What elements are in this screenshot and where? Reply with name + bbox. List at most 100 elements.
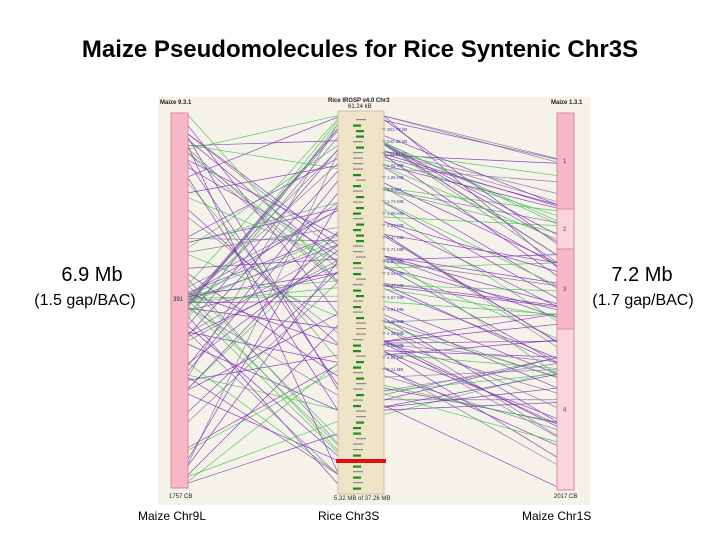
synteny-link-left <box>187 241 341 389</box>
scale-tick-label: 1.74 MB <box>387 199 404 204</box>
synteny-link-right <box>383 234 558 264</box>
synteny-link-right <box>383 370 558 415</box>
rice-gene-marker <box>356 234 364 237</box>
synteny-link-left <box>187 307 341 397</box>
rice-gene-marker <box>356 438 366 440</box>
right-bottom-label: 2017 CB <box>554 494 578 500</box>
rice-gene-marker <box>353 251 363 253</box>
synteny-link-left <box>187 146 341 326</box>
synteny-link-left <box>187 200 341 305</box>
synteny-link-left <box>187 177 341 414</box>
synteny-link-left <box>187 354 341 381</box>
synteny-link-left <box>187 190 341 372</box>
synteny-link-left <box>187 393 341 463</box>
scale-tick-label: 3.91 MB <box>387 307 404 312</box>
rice-gene-marker <box>353 284 363 286</box>
synteny-link-left <box>187 144 341 170</box>
synteny-link-left <box>187 140 341 147</box>
synteny-link-right <box>383 119 558 245</box>
synteny-link-left <box>187 377 341 476</box>
rice-gene-marker <box>356 328 366 330</box>
scale-tick-label: 301.77 kB <box>387 127 407 132</box>
synteny-link-left <box>187 305 341 455</box>
synteny-link-right <box>383 255 558 375</box>
synteny-link-left <box>187 152 341 270</box>
synteny-link-left <box>187 244 341 334</box>
synteny-link-left <box>187 161 341 301</box>
synteny-link-right <box>383 357 558 395</box>
scale-tick-label: 2.95 MB <box>387 259 404 264</box>
scale-tick-label: 3.67 MB <box>387 295 404 300</box>
synteny-link-right <box>383 115 558 268</box>
rice-gene-marker <box>353 212 361 215</box>
synteny-link-right <box>383 151 558 176</box>
rice-gene-marker <box>353 273 361 276</box>
synteny-link-right <box>383 350 558 358</box>
synteny-link-left <box>187 159 341 238</box>
synteny-link-right <box>383 120 558 160</box>
synteny-link-right <box>383 154 558 164</box>
synteny-link-right <box>383 235 558 342</box>
scale-tick-label: 2.71 MB <box>387 247 404 252</box>
synteny-link-left <box>187 127 341 306</box>
synteny-link-right <box>383 143 558 256</box>
synteny-link-left <box>187 254 341 318</box>
synteny-link-left <box>187 343 341 412</box>
synteny-link-right <box>383 313 558 323</box>
rice-gene-marker <box>353 454 361 457</box>
synteny-link-left <box>187 116 341 285</box>
rice-gene-marker <box>356 322 366 324</box>
rice-gene-marker <box>356 146 364 149</box>
synteny-link-left <box>187 280 341 295</box>
rice-gene-marker <box>353 449 363 451</box>
rice-gene-marker <box>356 179 366 181</box>
rice-gene-marker <box>353 157 363 159</box>
rice-gene-marker <box>353 471 363 473</box>
synteny-link-left <box>187 361 341 482</box>
segment-label: 4 <box>563 408 567 414</box>
rice-gene-marker <box>353 372 363 374</box>
synteny-link-left <box>187 152 341 286</box>
synteny-link-left <box>187 332 341 478</box>
rice-gene-marker <box>356 240 364 243</box>
synteny-link-right <box>383 284 558 292</box>
rice-gene-marker <box>356 355 366 357</box>
synteny-link-right <box>383 351 558 419</box>
synteny-link-right <box>383 159 558 216</box>
synteny-link-right <box>383 393 558 443</box>
rice-gene-marker <box>353 344 361 347</box>
synteny-link-left <box>187 248 341 364</box>
left-chrom-header: Maize 9.3.1 <box>160 100 192 106</box>
scale-tick-label: 2.47 MB <box>387 235 404 240</box>
rice-highlight-bar <box>336 459 386 463</box>
synteny-link-left <box>187 374 341 411</box>
left-chrom-caption: Maize Chr9L <box>138 509 207 523</box>
synteny-link-right <box>383 387 558 423</box>
synteny-link-left <box>187 258 341 342</box>
center-bottom-label: 5.32 MB of 37.26 MB <box>334 496 391 502</box>
synteny-link-left <box>187 209 341 346</box>
synteny-link-right <box>383 115 558 159</box>
synteny-link-left <box>187 287 341 303</box>
rice-gene-marker <box>353 443 363 445</box>
center-chrom-caption: Rice Chr3S <box>318 509 380 523</box>
synteny-link-right <box>383 323 558 343</box>
synteny-link-left <box>187 197 341 262</box>
synteny-link-right <box>383 369 558 378</box>
center-top-label: 61.24 kB <box>348 104 372 110</box>
rice-gene-marker <box>356 207 364 210</box>
rice-gene-marker <box>353 141 363 143</box>
synteny-link-left <box>187 229 341 390</box>
synteny-link-left <box>187 200 341 460</box>
rice-gene-marker <box>353 289 361 292</box>
maize-chr9-bar <box>170 112 189 489</box>
synteny-link-right <box>383 189 558 234</box>
synteny-link-right <box>383 255 558 305</box>
synteny-link-right <box>383 288 558 317</box>
synteny-link-left <box>187 143 341 249</box>
synteny-link-left <box>187 121 341 319</box>
synteny-link-left <box>187 156 341 238</box>
rice-gene-marker <box>353 306 361 309</box>
synteny-link-right <box>383 283 558 306</box>
rice-gene-marker <box>353 465 361 468</box>
